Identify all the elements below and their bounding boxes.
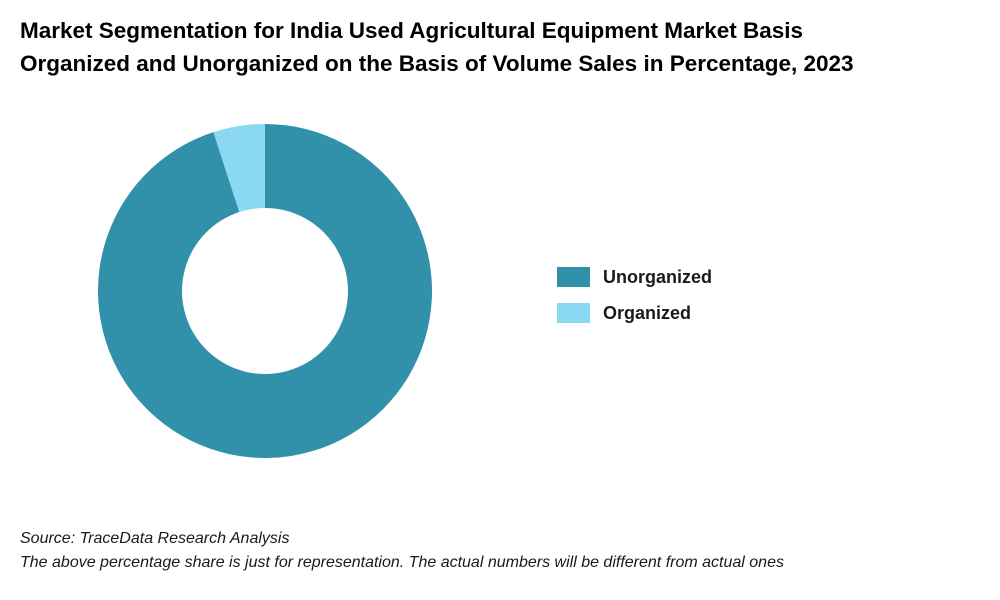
chart-title-line-2: Organized and Unorganized on the Basis o…	[20, 51, 854, 76]
donut-slice-unorganized	[98, 124, 433, 458]
legend-label-organized: Organized	[603, 302, 692, 323]
legend-item-unorganized: Unorganized	[557, 259, 712, 295]
source-note: Source: TraceData Research Analysis	[20, 530, 290, 547]
legend-label-unorganized: Unorganized	[603, 266, 713, 287]
legend-swatch-organized	[557, 303, 590, 323]
legend-swatch-unorganized	[557, 267, 590, 287]
donut-slice-organized	[213, 124, 265, 213]
chart-footer: Source: TraceData Research Analysis The …	[20, 527, 784, 575]
chart-legend: Unorganized Organized	[557, 259, 712, 331]
chart-title: Market Segmentation for India Used Agric…	[20, 14, 980, 80]
chart-title-line-1: Market Segmentation for India Used Agric…	[20, 18, 804, 43]
legend-item-organized: Organized	[557, 295, 712, 331]
disclaimer-note: The above percentage share is just for r…	[20, 554, 784, 571]
